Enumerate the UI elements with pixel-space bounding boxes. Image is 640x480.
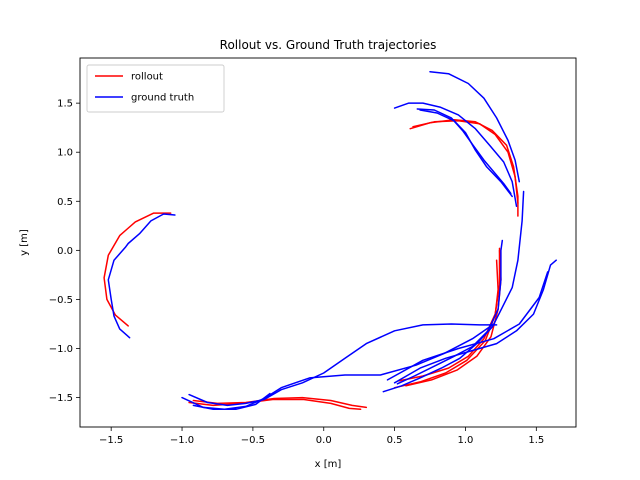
ground-truth-trajectory-5 xyxy=(419,109,513,198)
chart-title: Rollout vs. Ground Truth trajectories xyxy=(220,38,437,52)
y-axis-label: y [m] xyxy=(19,229,30,256)
y-tick-label: −1.5 xyxy=(49,393,73,404)
legend: rollout ground truth xyxy=(86,64,225,113)
ground-truth-trajectory-1 xyxy=(107,213,176,339)
x-tick-label: −0.5 xyxy=(241,435,265,446)
rollout-trajectory-3 xyxy=(412,120,519,204)
ground-truth-trajectory-8 xyxy=(393,259,557,384)
ground-truth-trajectory-6 xyxy=(382,190,525,393)
rollout-trajectory-7 xyxy=(192,396,368,409)
plot-frame xyxy=(79,57,577,428)
y-tick-label: 1.0 xyxy=(57,148,73,159)
x-tick-label: −1.5 xyxy=(99,435,123,446)
x-tick-label: 1.5 xyxy=(528,435,544,446)
ground-truth-trajectory-2 xyxy=(429,70,521,183)
ground-truth-trajectory-7 xyxy=(396,239,504,385)
x-tick-label: −1.0 xyxy=(170,435,194,446)
x-tick-label: 0.5 xyxy=(387,435,403,446)
series-layer xyxy=(103,70,557,411)
y-tick-label: 1.5 xyxy=(57,99,73,110)
x-tick-label: 0.0 xyxy=(316,435,332,446)
x-axis-label: x [m] xyxy=(315,459,342,470)
y-tick-label: 0.5 xyxy=(57,197,73,208)
ticks-layer: −1.5 −1.0 −0.5 0.0 0.5 1.0 1.5 −1.5 −1.0 −0.5 0.0 0… xyxy=(49,99,545,446)
x-tick-label: 1.0 xyxy=(458,435,474,446)
ground-truth-trajectory-10 xyxy=(188,323,498,407)
rollout-trajectory-8 xyxy=(188,398,362,411)
rollout-trajectory-4 xyxy=(398,249,501,382)
y-tick-label: −1.0 xyxy=(49,344,73,355)
ground-truth-trajectory-11 xyxy=(181,323,495,411)
legend-label-ground-truth: ground truth xyxy=(131,93,194,104)
ground-truth-trajectory-9 xyxy=(386,271,549,381)
y-tick-label: 0.0 xyxy=(57,246,73,257)
rollout-trajectory-2 xyxy=(409,119,519,217)
rollout-trajectory-6 xyxy=(393,259,499,389)
ground-truth-trajectory-3 xyxy=(393,102,518,207)
y-tick-label: −0.5 xyxy=(49,295,73,306)
ground-truth-trajectory-12 xyxy=(192,392,271,411)
legend-label-rollout: rollout xyxy=(131,72,163,83)
rollout-trajectory-1 xyxy=(103,212,172,327)
